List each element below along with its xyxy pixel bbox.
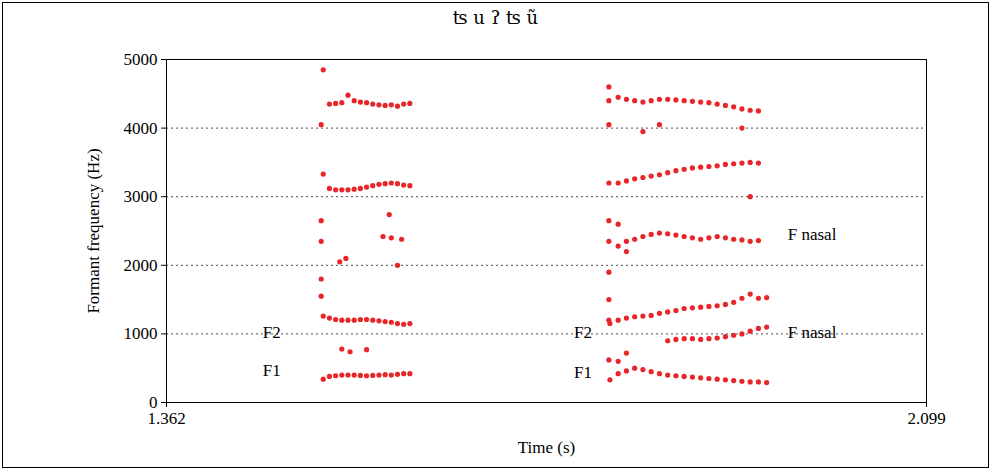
svg-text:2000: 2000 <box>124 256 158 275</box>
svg-text:F nasal: F nasal <box>788 323 837 342</box>
svg-text:0: 0 <box>149 392 158 412</box>
svg-text:5000: 5000 <box>124 50 158 69</box>
svg-text:4000: 4000 <box>124 119 158 138</box>
svg-text:F nasal: F nasal <box>788 225 837 244</box>
svg-text:F2: F2 <box>263 323 281 342</box>
svg-text:Time (s): Time (s) <box>518 438 575 457</box>
svg-text:3000: 3000 <box>124 187 158 206</box>
html-text:ʦ u ʔ ʦ ũ: ʦ u ʔ ʦ ũ <box>452 7 539 28</box>
svg-text:1000: 1000 <box>124 324 158 343</box>
svg-text:Formant frequency (Hz): Formant frequency (Hz) <box>84 148 103 313</box>
svg-text:F1: F1 <box>574 363 592 382</box>
svg-text:F1: F1 <box>263 361 281 380</box>
svg-text:F2: F2 <box>574 323 592 342</box>
svg-text:1.362: 1.362 <box>147 409 185 428</box>
svg-text:2.099: 2.099 <box>907 409 945 428</box>
